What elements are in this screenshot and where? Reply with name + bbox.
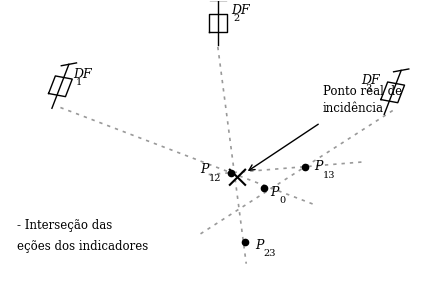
Text: Ponto real de
incidência: Ponto real de incidência — [323, 85, 402, 115]
Text: P: P — [200, 163, 209, 176]
Text: 1: 1 — [76, 78, 82, 87]
Text: 3: 3 — [366, 84, 372, 93]
Text: DF: DF — [231, 4, 249, 17]
Text: P: P — [255, 239, 264, 252]
Text: P: P — [270, 186, 279, 199]
Text: 12: 12 — [209, 174, 222, 183]
Text: P: P — [314, 160, 323, 173]
Text: 2: 2 — [233, 14, 239, 24]
Text: DF: DF — [361, 74, 380, 87]
Text: eções dos indicadores: eções dos indicadores — [17, 241, 148, 253]
Text: - Interseção das: - Interseção das — [17, 219, 112, 232]
Text: 0: 0 — [279, 196, 285, 205]
Text: 23: 23 — [264, 249, 276, 259]
Text: 13: 13 — [323, 171, 335, 180]
Text: DF: DF — [73, 68, 92, 81]
